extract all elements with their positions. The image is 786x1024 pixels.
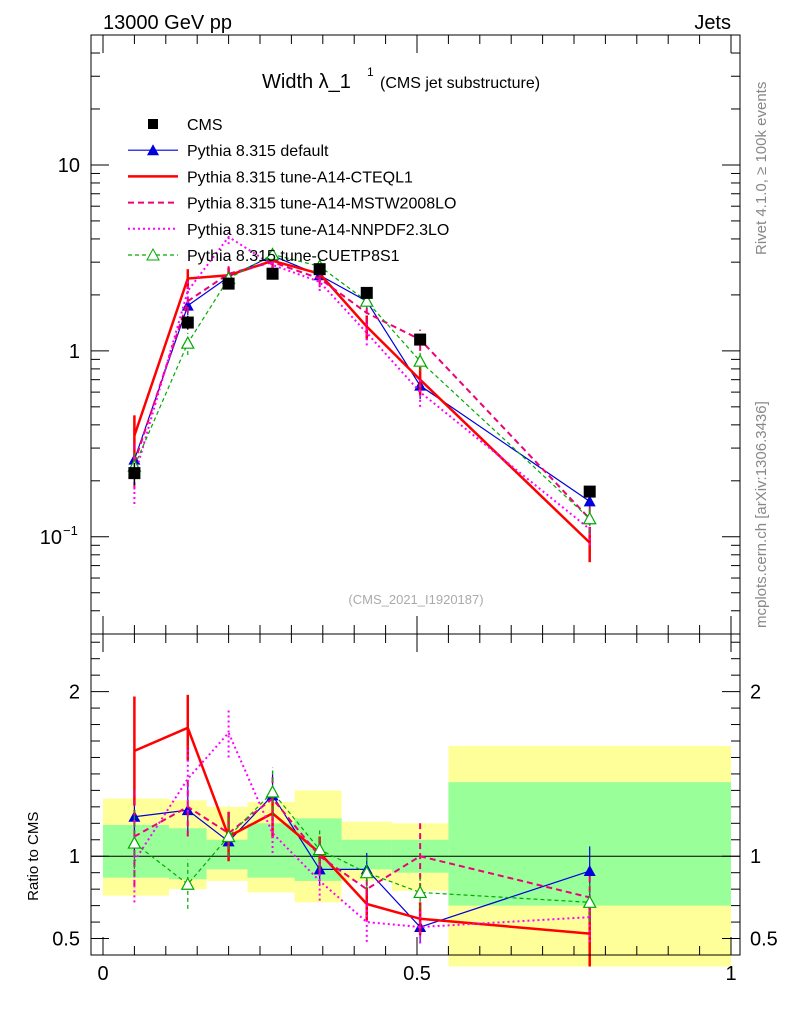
ratio-tune-cuetp8s1-point bbox=[312, 842, 327, 856]
main-tune-cuetp8s1-point bbox=[180, 335, 195, 349]
cms-data-point bbox=[222, 277, 235, 290]
ratio-tune-cuetp8s1-point bbox=[413, 885, 428, 899]
ratio-panel: 0.5 0.5 1 1 2 2 0 0.5 1 Ratio to CMS bbox=[25, 633, 778, 985]
legend-label: Pythia 8.315 tune-A14-MSTW2008LO bbox=[187, 196, 456, 213]
chart-title-sup: 1 bbox=[367, 65, 374, 79]
x-tick-label: 0.5 bbox=[403, 963, 431, 985]
ratio-tune-cuetp8s1-point bbox=[180, 876, 195, 890]
y-tick-label: 1 bbox=[69, 341, 80, 363]
y-tick-label-sup: −1 bbox=[63, 523, 78, 538]
main-tune-cuetp8s1-point bbox=[265, 247, 280, 261]
cms-data-point bbox=[360, 286, 373, 299]
cms-data-point bbox=[313, 263, 326, 276]
main-tune-a14-mstw2008lo-line bbox=[133, 261, 591, 520]
legend-label: Pythia 8.315 tune-CUETP8S1 bbox=[187, 248, 400, 265]
ratio-y-tick-label-right: 1 bbox=[750, 846, 761, 868]
legend-marker bbox=[148, 119, 158, 129]
cms-data-point bbox=[414, 333, 427, 346]
ratio-y-tick-label: 0.5 bbox=[52, 929, 80, 951]
chart-title: Width λ_1 bbox=[262, 71, 351, 93]
analysis-watermark: (CMS_2021_I1920187) bbox=[348, 592, 483, 607]
ratio-default-point bbox=[583, 865, 596, 877]
main-tune-cuetp8s1-point bbox=[359, 293, 374, 307]
ratio-tune-cuetp8s1-point bbox=[359, 865, 374, 879]
ratio-tune-a14-cteql1-line bbox=[133, 726, 590, 935]
ratio-tune-cuetp8s1-point bbox=[582, 895, 597, 908]
cms-data-point bbox=[181, 316, 194, 329]
ratio-tune-cuetp8s1-point bbox=[265, 784, 280, 798]
cms-data-point bbox=[583, 485, 596, 498]
ratio-y-axis-label: Ratio to CMS bbox=[25, 812, 42, 901]
main-tune-cuetp8s1-point bbox=[413, 353, 428, 367]
main-default-point bbox=[583, 495, 596, 507]
main-tune-cuetp8s1-line bbox=[133, 253, 591, 520]
x-tick-label: 0 bbox=[97, 963, 108, 985]
ratio-default-point bbox=[181, 804, 194, 816]
legend-label: Pythia 8.315 tune-A14-CTEQL1 bbox=[187, 169, 413, 186]
legend-label: CMS bbox=[187, 117, 223, 134]
ratio-y-tick-label: 1 bbox=[69, 846, 80, 868]
legend-label: Pythia 8.315 tune-A14-NNPDF2.3LO bbox=[187, 222, 449, 239]
main-tune-a14-cteql1-line bbox=[133, 259, 591, 544]
main-tune-a14-nnpdf2.3lo-line bbox=[133, 235, 591, 530]
mcplots-label: mcplots.cern.ch [arXiv:1306.3436] bbox=[753, 401, 770, 628]
energy-label: 13000 GeV pp bbox=[103, 12, 232, 34]
ratio-tune-cuetp8s1-point bbox=[127, 835, 142, 849]
main-tune-cuetp8s1-point bbox=[582, 511, 597, 525]
legend-marker bbox=[147, 144, 159, 156]
legend-marker bbox=[146, 247, 160, 261]
cms-data-point bbox=[128, 467, 141, 480]
ratio-y-tick-label: 2 bbox=[69, 682, 80, 704]
y-tick-label: 10 bbox=[58, 155, 80, 177]
y-tick-label: 10 bbox=[40, 527, 62, 549]
legend: CMS Pythia 8.315 default Pythia 8.315 tune… bbox=[128, 117, 456, 265]
uncertainty-band-green bbox=[103, 824, 169, 878]
process-label: Jets bbox=[694, 12, 731, 34]
ratio-tune-a14-mstw2008lo-line bbox=[133, 797, 590, 899]
cms-data-point bbox=[266, 267, 279, 280]
uncertainty-band-green bbox=[247, 823, 295, 878]
ratio-frame bbox=[90, 633, 741, 956]
ratio-y-tick-label-right: 0.5 bbox=[750, 929, 778, 951]
ratio-y-tick-label-right: 2 bbox=[750, 682, 761, 704]
chart-subtitle: (CMS jet substructure) bbox=[380, 75, 540, 92]
ratio-tune-cuetp8s1-line bbox=[134, 791, 590, 903]
rivet-label: Rivet 4.1.0, ≥ 100k events bbox=[753, 82, 770, 255]
legend-label: Pythia 8.315 default bbox=[187, 143, 329, 160]
x-tick-label: 1 bbox=[725, 963, 736, 985]
ratio-tune-cuetp8s1-point bbox=[221, 829, 236, 843]
